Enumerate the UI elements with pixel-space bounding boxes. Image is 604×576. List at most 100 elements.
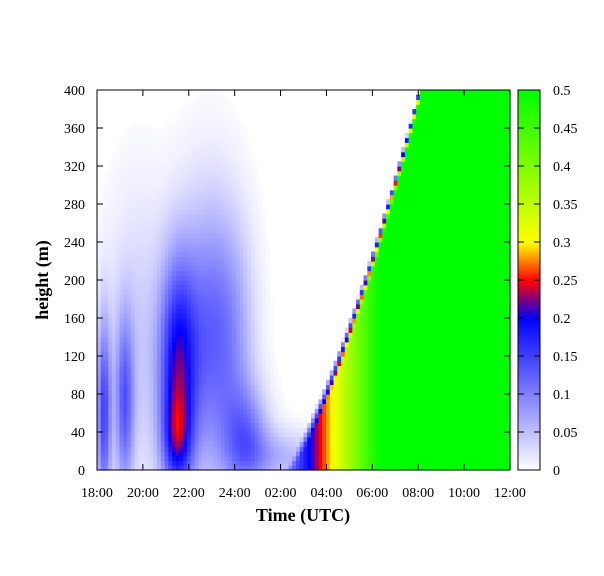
heat-cell xyxy=(175,284,181,291)
heat-cell xyxy=(224,451,229,457)
heat-cell xyxy=(397,270,402,276)
heat-cell xyxy=(243,403,248,409)
heat-cell xyxy=(205,322,211,329)
heat-cell xyxy=(228,346,233,352)
heat-cell xyxy=(142,237,147,243)
heat-cell xyxy=(254,223,260,229)
heat-cell xyxy=(265,246,271,253)
heat-cell xyxy=(423,275,428,281)
heat-cell xyxy=(378,427,383,433)
heat-cell xyxy=(164,142,169,148)
heat-cell xyxy=(247,199,252,205)
heat-cell xyxy=(416,299,421,305)
heat-cell xyxy=(172,180,177,186)
heat-cell xyxy=(220,137,226,143)
heat-cell xyxy=(190,432,196,438)
heat-cell xyxy=(235,327,241,333)
heat-cell xyxy=(183,261,188,267)
heat-cell xyxy=(142,284,147,291)
heat-cell xyxy=(142,137,147,143)
heat-cell xyxy=(423,322,428,329)
heat-cell xyxy=(220,132,226,139)
heat-cell xyxy=(142,398,147,405)
heat-cell xyxy=(412,261,417,267)
heat-cell xyxy=(247,441,252,447)
heat-cell xyxy=(374,265,380,272)
heat-cell xyxy=(232,194,237,200)
heat-cell xyxy=(190,356,196,362)
heat-cell xyxy=(401,251,406,257)
heat-cell xyxy=(160,370,166,376)
heat-cell xyxy=(108,180,113,186)
heat-cell xyxy=(359,341,365,348)
heat-cell xyxy=(187,142,192,148)
heat-cell xyxy=(284,451,290,457)
heat-cell xyxy=(224,246,229,253)
heat-cell xyxy=(168,166,173,172)
heat-cell xyxy=(130,308,136,314)
heat-cell xyxy=(127,185,132,191)
heat-cell xyxy=(371,417,376,424)
heat-cell xyxy=(243,417,248,424)
heat-cell xyxy=(397,408,402,414)
heat-cell xyxy=(145,213,151,219)
heat-cell xyxy=(179,284,184,291)
heat-cell xyxy=(243,208,248,215)
heat-cell xyxy=(190,275,196,281)
heat-cell xyxy=(404,270,410,276)
heat-cell xyxy=(134,360,139,367)
heat-cell xyxy=(153,185,158,191)
heat-cell xyxy=(138,137,143,143)
heat-cell xyxy=(134,284,139,291)
heat-cell xyxy=(220,280,226,286)
heat-cell xyxy=(175,256,181,262)
heat-cell xyxy=(104,398,109,405)
heat-cell xyxy=(198,194,203,200)
heat-cell xyxy=(408,346,413,352)
heat-cell xyxy=(130,337,136,343)
heat-cell xyxy=(179,398,184,405)
heat-cell xyxy=(108,332,113,338)
heat-cell xyxy=(145,166,151,172)
heat-cell xyxy=(172,275,177,281)
heat-cell xyxy=(404,199,410,205)
heat-cell xyxy=(408,256,413,262)
heat-cell xyxy=(213,422,218,428)
heat-cell xyxy=(235,113,241,120)
heat-cell xyxy=(254,189,260,196)
heat-cell xyxy=(160,280,166,286)
heat-cell xyxy=(401,299,406,305)
heat-cell xyxy=(374,251,380,257)
heat-cell xyxy=(187,161,192,167)
heat-cell xyxy=(134,170,139,177)
heat-cell xyxy=(250,151,256,158)
heat-cell xyxy=(108,166,113,172)
heat-cell xyxy=(427,170,432,177)
heat-cell xyxy=(307,427,312,433)
heat-cell xyxy=(175,375,181,381)
heat-cell xyxy=(224,360,229,367)
heat-cell xyxy=(329,384,335,390)
heat-cell xyxy=(389,327,395,333)
heat-cell xyxy=(187,289,192,295)
heat-cell xyxy=(408,351,413,357)
heat-cell xyxy=(157,289,162,295)
heat-cell xyxy=(280,441,286,447)
heat-cell xyxy=(138,128,143,134)
heat-cell xyxy=(157,417,162,424)
heat-cell xyxy=(404,408,410,414)
heat-cell xyxy=(239,251,245,257)
heat-cell xyxy=(217,346,222,352)
heat-cell xyxy=(269,308,275,314)
heat-cell xyxy=(142,270,147,276)
heat-cell xyxy=(183,451,188,457)
heat-cell xyxy=(217,313,222,319)
heat-cell xyxy=(427,365,432,371)
heat-cell xyxy=(386,365,391,371)
heat-cell xyxy=(333,365,338,371)
heat-cell xyxy=(130,413,136,419)
heat-cell xyxy=(172,370,177,376)
heat-cell xyxy=(341,384,346,390)
heat-cell xyxy=(104,251,109,257)
heat-cell xyxy=(153,436,158,443)
